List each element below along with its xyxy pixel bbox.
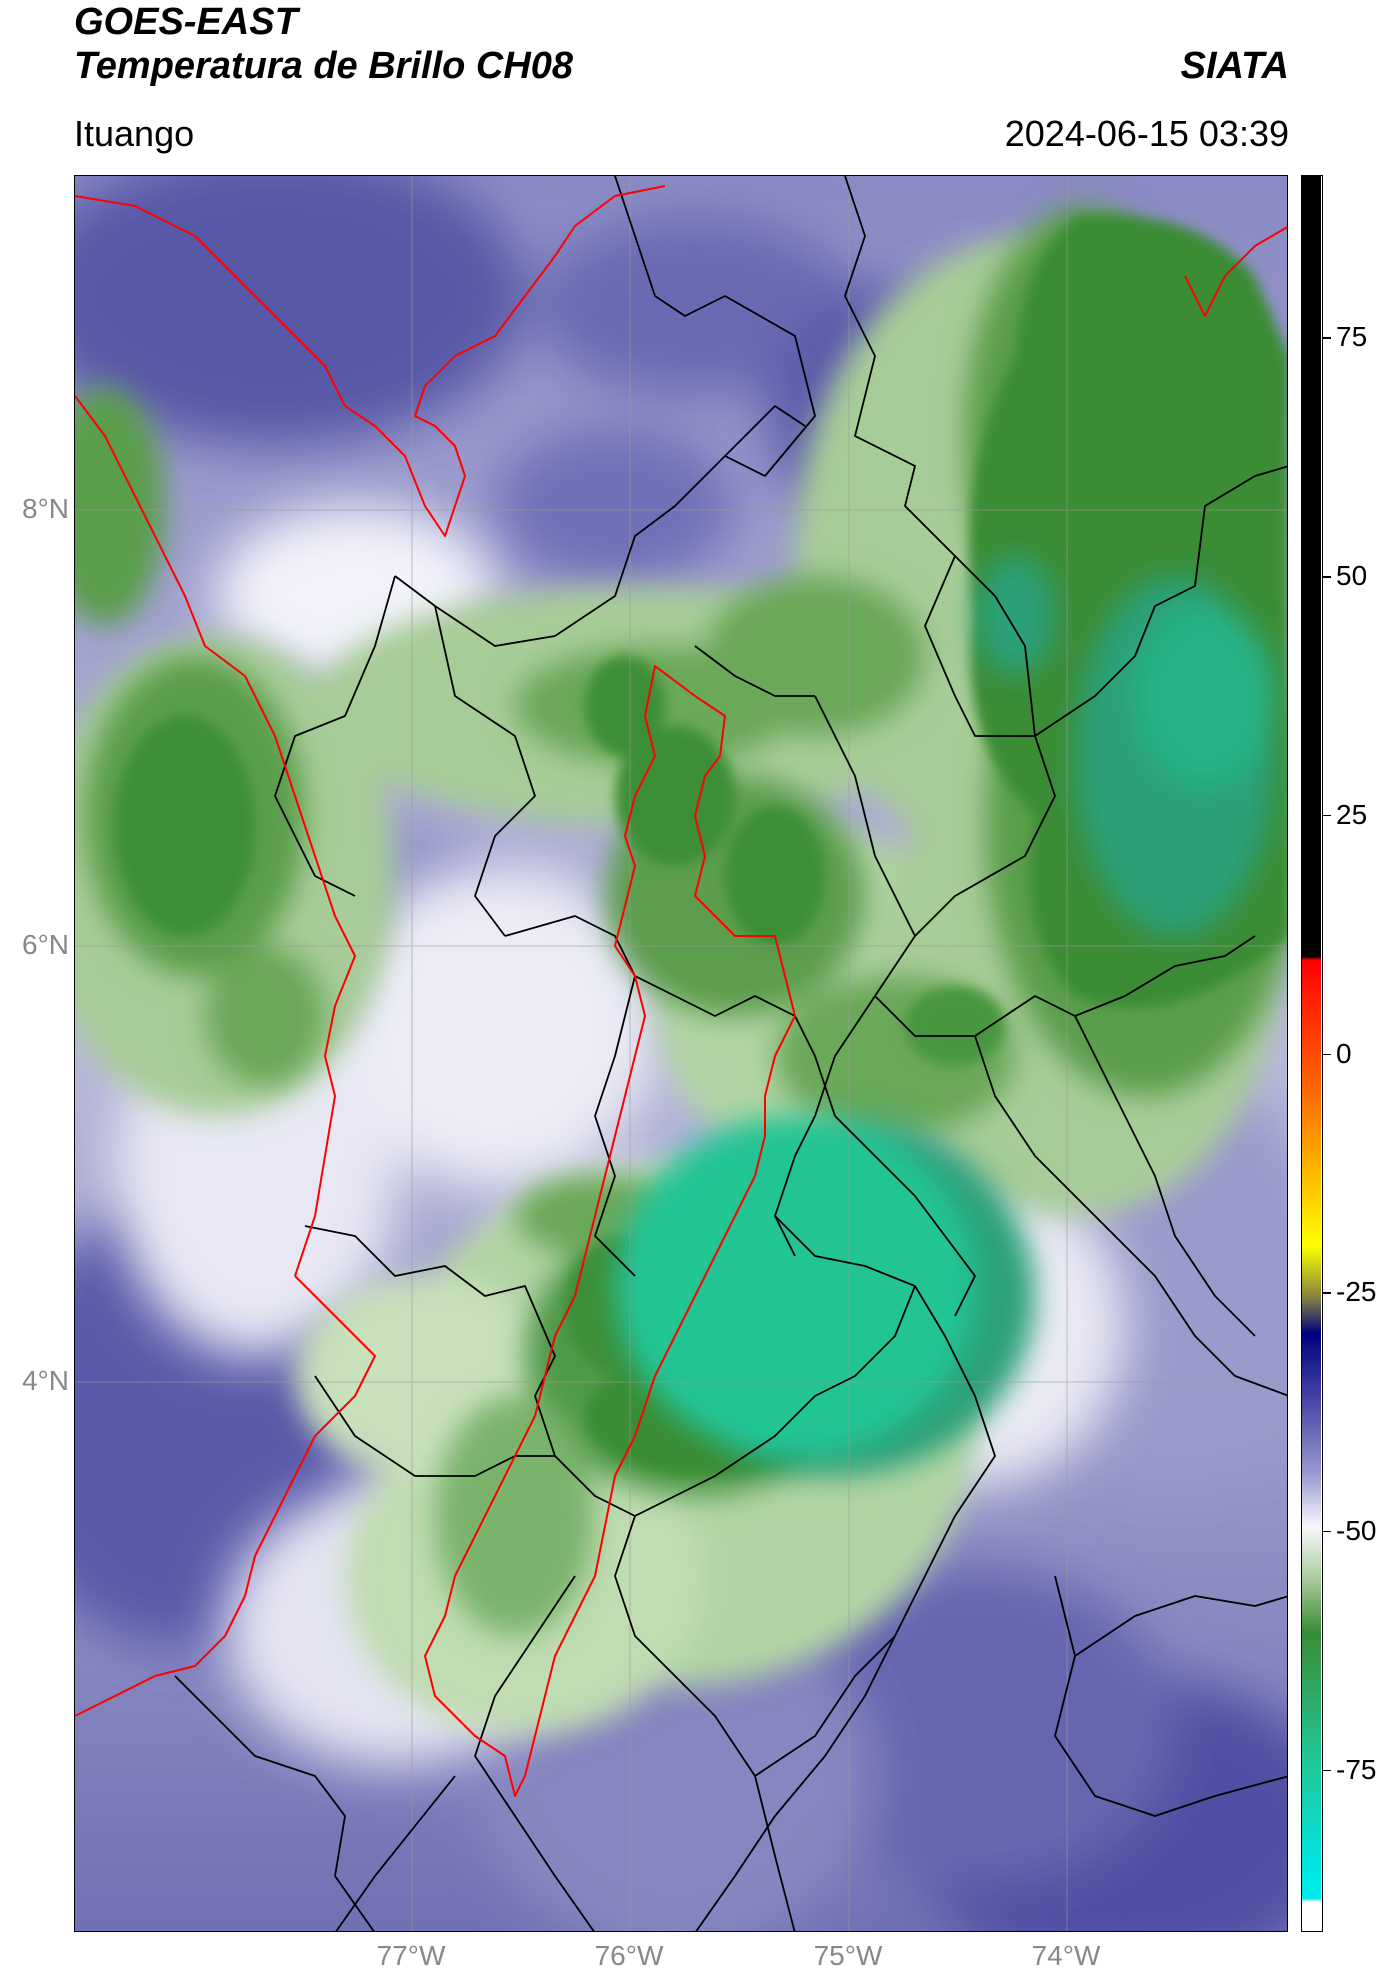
colorbar-tick <box>1323 576 1331 578</box>
lon-label-76w: 76°W <box>594 1940 664 1971</box>
colorbar-tick-label: 0 <box>1336 1037 1352 1069</box>
map-canvas <box>75 176 1287 1931</box>
colorbar-tick <box>1323 814 1331 817</box>
colorbar-tick-label: 75 <box>1336 321 1368 353</box>
lon-label-75w: 75°W <box>813 1940 883 1971</box>
satellite-map <box>74 175 1288 1932</box>
lon-label-74w: 74°W <box>1031 1940 1101 1971</box>
antioquia-and-coast-red <box>75 185 1287 1797</box>
lon-label-77w: 77°W <box>376 1940 446 1971</box>
title-location: Ituango <box>74 113 195 154</box>
colorbar-tick-label: 25 <box>1336 798 1368 830</box>
colorbar <box>1301 175 1323 1932</box>
colorbar-gradient <box>1302 176 1321 1930</box>
title-organization: SIATA <box>1180 45 1289 87</box>
title-satellite: GOES-EAST <box>74 1 298 43</box>
colorbar-tick-label: -50 <box>1336 1514 1377 1546</box>
graticule <box>75 176 1287 1931</box>
title-timestamp: 2024-06-15 03:39 <box>1004 113 1289 154</box>
title-product: Temperatura de Brillo CH08 <box>74 45 574 87</box>
colorbar-tick-label: -75 <box>1336 1753 1377 1785</box>
very-cold-teal-cores <box>615 556 1275 1476</box>
lat-label-6n: 6°N <box>22 929 69 960</box>
colorbar-tick-label: -25 <box>1336 1276 1377 1308</box>
colorbar-tick <box>1323 1769 1331 1772</box>
department-borders <box>174 176 1287 1931</box>
colorbar-tick <box>1323 1292 1331 1294</box>
colorbar-tick <box>1323 1530 1331 1533</box>
colorbar-tick <box>1323 337 1331 339</box>
lat-label-8n: 8°N <box>22 493 69 524</box>
colorbar-tick <box>1323 1053 1331 1055</box>
colorbar-tick-label: 50 <box>1336 560 1368 592</box>
lat-label-4n: 4°N <box>22 1365 69 1396</box>
